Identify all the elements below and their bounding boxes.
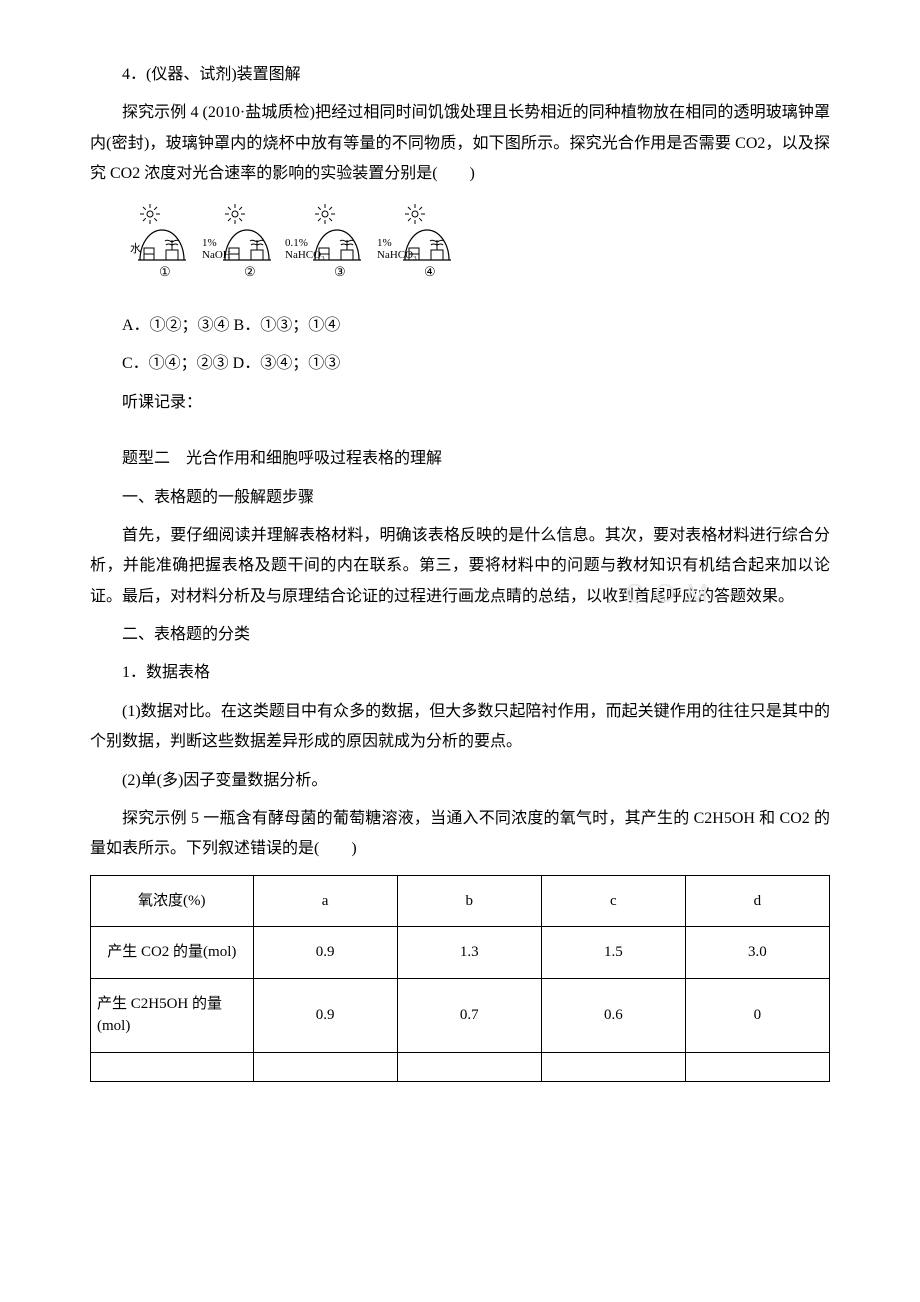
example5-prompt: 探究示例 5 一瓶含有酵母菌的葡萄糖溶液，当通入不同浓度的氧气时，其产生的 C2… — [90, 804, 830, 865]
example4-prompt: 探究示例 4 (2010·盐城质检)把经过相同时间饥饿处理且长势相近的同种植物放… — [90, 98, 830, 189]
th-4: d — [685, 875, 829, 927]
jar3-label-1: 0.1% — [285, 237, 308, 249]
th-3: c — [541, 875, 685, 927]
topic2-sub1: 一、表格题的一般解题步骤 — [90, 483, 830, 513]
row1-label: 产生 CO2 的量(mol) — [91, 927, 254, 979]
jar1-label: 水 — [130, 242, 141, 255]
topic2-p-item2: (2)单(多)因子变量数据分析。 — [90, 766, 830, 796]
option-line-cd: C．①④；②③ D．③④；①③ — [90, 349, 830, 379]
table-row: 产生 C2H5OH 的量(mol) 0.9 0.7 0.6 0 — [91, 978, 830, 1052]
table-row: 产生 CO2 的量(mol) 0.9 1.3 1.5 3.0 — [91, 927, 830, 979]
row2-c: 0.6 — [541, 978, 685, 1052]
row2-d: 0 — [685, 978, 829, 1052]
jar1-num: ① — [159, 264, 171, 279]
row2-b: 0.7 — [397, 978, 541, 1052]
row2-label: 产生 C2H5OH 的量(mol) — [91, 978, 254, 1052]
jar3-label-2: NaHCO₃ — [285, 249, 325, 261]
jar2-label-1: 1% — [202, 237, 217, 249]
row2-a: 0.9 — [253, 978, 397, 1052]
th-2: b — [397, 875, 541, 927]
row1-label-text: 产生 CO2 的量(mol) — [107, 944, 236, 960]
jar4-label-2: NaHCO₃ — [377, 249, 417, 261]
row1-b: 1.3 — [397, 927, 541, 979]
topic2-para1: 首先，要仔细阅读并理解表格材料，明确该表格反映的是什么信息。其次，要对表格材料进… — [90, 521, 830, 612]
topic2-item1: 1．数据表格 — [90, 658, 830, 688]
th-0-text: 氧浓度(%) — [138, 893, 206, 909]
jar4-num: ④ — [424, 264, 436, 279]
row1-d: 3.0 — [685, 927, 829, 979]
topic2-sub2: 二、表格题的分类 — [90, 620, 830, 650]
table-header-row: 氧浓度(%) a b c d — [91, 875, 830, 927]
row2-label-text: 产生 C2H5OH 的量(mol) — [97, 996, 222, 1035]
row1-c: 1.5 — [541, 927, 685, 979]
th-0: 氧浓度(%) — [91, 875, 254, 927]
section4-heading: 4．(仪器、试剂)装置图解 — [90, 60, 830, 90]
topic2-p-item1: (1)数据对比。在这类题目中有众多的数据，但大多数只起陪衬作用，而起关键作用的往… — [90, 697, 830, 758]
jar3-num: ③ — [334, 264, 346, 279]
apparatus-diagram: 水 ① 1% NaOH ② 0.1% NaHCO₃ ③ 1% NaHCO₃ ④ — [122, 202, 830, 299]
jar4-label-1: 1% — [377, 237, 392, 249]
option-line-ab: A．①②；③④ B．①③；①④ — [90, 311, 830, 341]
th-1: a — [253, 875, 397, 927]
jar2-num: ② — [244, 264, 256, 279]
table-empty-row — [91, 1052, 830, 1081]
jar2-label-2: NaOH — [202, 249, 231, 261]
topic2-title: 题型二 光合作用和细胞呼吸过程表格的理解 — [90, 444, 830, 474]
data-table: 氧浓度(%) a b c d 产生 CO2 的量(mol) 0.9 1.3 1.… — [90, 875, 830, 1082]
notes-label: 听课记录： — [90, 388, 830, 418]
row1-a: 0.9 — [253, 927, 397, 979]
